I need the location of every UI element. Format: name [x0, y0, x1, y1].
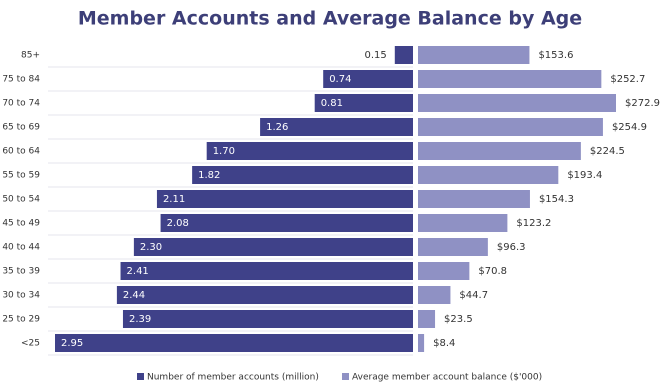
y-tick-label: 25 to 29 [2, 315, 40, 325]
bar [418, 238, 488, 256]
data-label: $23.5 [444, 314, 473, 325]
data-label: $8.4 [433, 338, 455, 349]
bar [323, 70, 413, 88]
data-label: 2.95 [61, 338, 83, 349]
data-label: $123.2 [516, 218, 551, 229]
bar [418, 142, 581, 160]
data-label: $193.4 [567, 170, 602, 181]
legend-swatch [342, 373, 349, 380]
data-label: 0.74 [329, 74, 351, 85]
y-tick-label: 65 to 69 [2, 123, 40, 133]
legend-label: Average member account balance ($'000) [352, 373, 542, 383]
y-tick-label: 50 to 54 [2, 195, 40, 205]
y-tick-label: 75 to 84 [2, 75, 40, 85]
bar [418, 118, 603, 136]
bar [120, 262, 414, 280]
bar [206, 142, 413, 160]
data-label: $44.7 [459, 290, 488, 301]
bar [260, 118, 413, 136]
y-tick-label: 70 to 74 [2, 99, 40, 109]
data-label: $70.8 [478, 266, 507, 277]
data-label: 2.11 [163, 194, 185, 205]
y-tick-label: 85+ [21, 51, 40, 61]
data-label: $224.5 [590, 146, 625, 157]
data-label: $252.7 [610, 74, 645, 85]
y-tick-label: 45 to 49 [2, 219, 40, 229]
bar [55, 334, 413, 352]
data-label: 1.26 [266, 122, 288, 133]
bar [418, 166, 559, 184]
data-label: 2.08 [167, 218, 189, 229]
bar [418, 310, 436, 328]
data-label: 2.30 [140, 242, 162, 253]
bar [122, 310, 413, 328]
bar [418, 286, 451, 304]
data-label: 1.70 [213, 146, 235, 157]
data-label: 2.39 [129, 314, 151, 325]
bar [192, 166, 413, 184]
data-label: 0.15 [365, 50, 387, 61]
bar [418, 214, 508, 232]
legend-swatch [137, 373, 144, 380]
bar [418, 262, 470, 280]
data-label: 1.82 [198, 170, 220, 181]
data-label: $272.9 [625, 98, 660, 109]
y-tick-label: <25 [21, 339, 40, 349]
bar [133, 238, 414, 256]
bar [156, 190, 414, 208]
data-label: $96.3 [497, 242, 526, 253]
data-label: $154.3 [539, 194, 574, 205]
bar [418, 46, 530, 64]
data-label: 0.81 [321, 98, 343, 109]
bar [314, 94, 413, 112]
y-tick-label: 60 to 64 [2, 147, 40, 157]
bar [418, 94, 616, 112]
data-label: $153.6 [538, 50, 573, 61]
y-tick-label: 30 to 34 [2, 291, 40, 301]
legend-label: Number of member accounts (million) [147, 373, 319, 383]
y-tick-label: 35 to 39 [2, 267, 40, 277]
bar [160, 214, 413, 232]
bar [418, 334, 425, 352]
data-label: 2.44 [123, 290, 145, 301]
bar [418, 70, 602, 88]
data-label: $254.9 [612, 122, 647, 133]
bar [418, 190, 530, 208]
bar [116, 286, 413, 304]
y-tick-label: 40 to 44 [2, 243, 40, 253]
data-label: 2.41 [127, 266, 149, 277]
chart-title: Member Accounts and Average Balance by A… [78, 8, 582, 30]
y-tick-label: 55 to 59 [2, 171, 40, 181]
bar [394, 46, 413, 64]
